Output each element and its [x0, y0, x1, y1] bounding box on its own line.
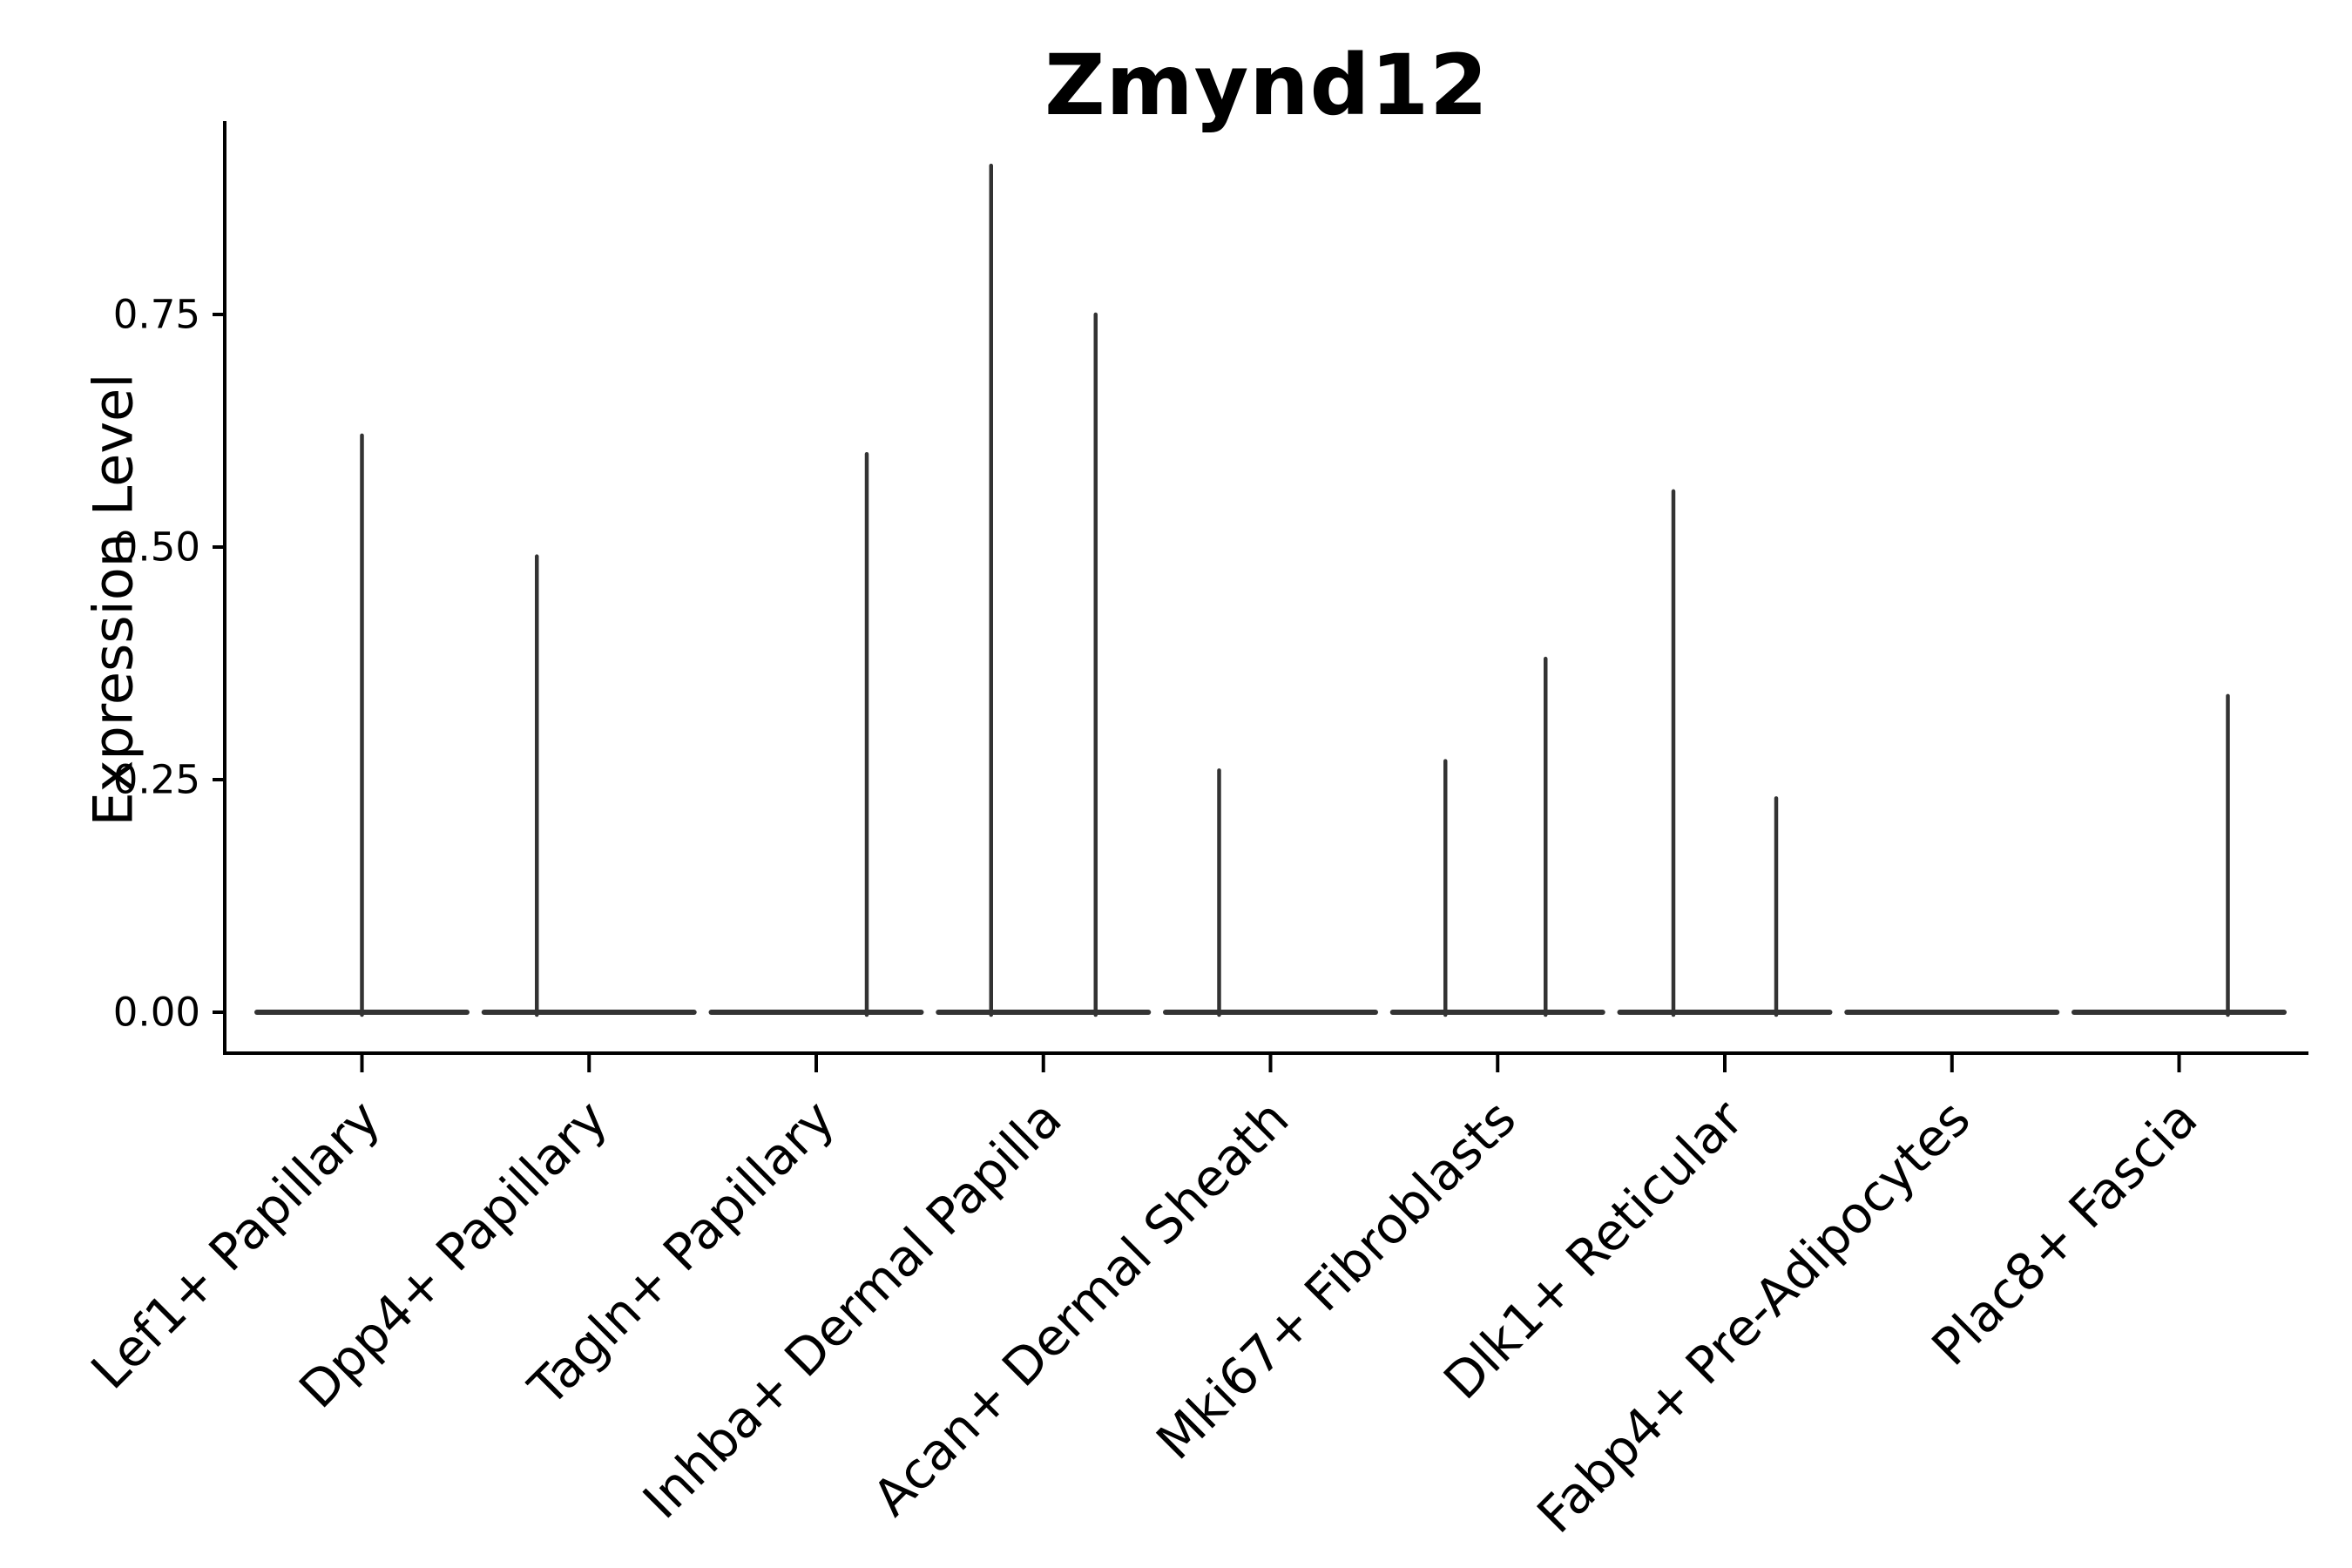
- x-category-label: Acan+ Dermal Sheath: [862, 1089, 1300, 1527]
- y-tick-label: 0.25: [113, 757, 200, 803]
- y-tick-label: 0.50: [113, 524, 200, 571]
- x-category-label: Fabp4+ Pre-Adipocytes: [1526, 1089, 1982, 1544]
- x-category-label: Inhba+ Dermal Papilla: [632, 1089, 1073, 1531]
- y-axis-title: Expression Level: [81, 373, 145, 827]
- chart-title: Zmynd12: [1044, 37, 1489, 134]
- y-tick-label: 0.00: [113, 990, 200, 1036]
- y-tick-label: 0.75: [113, 292, 200, 338]
